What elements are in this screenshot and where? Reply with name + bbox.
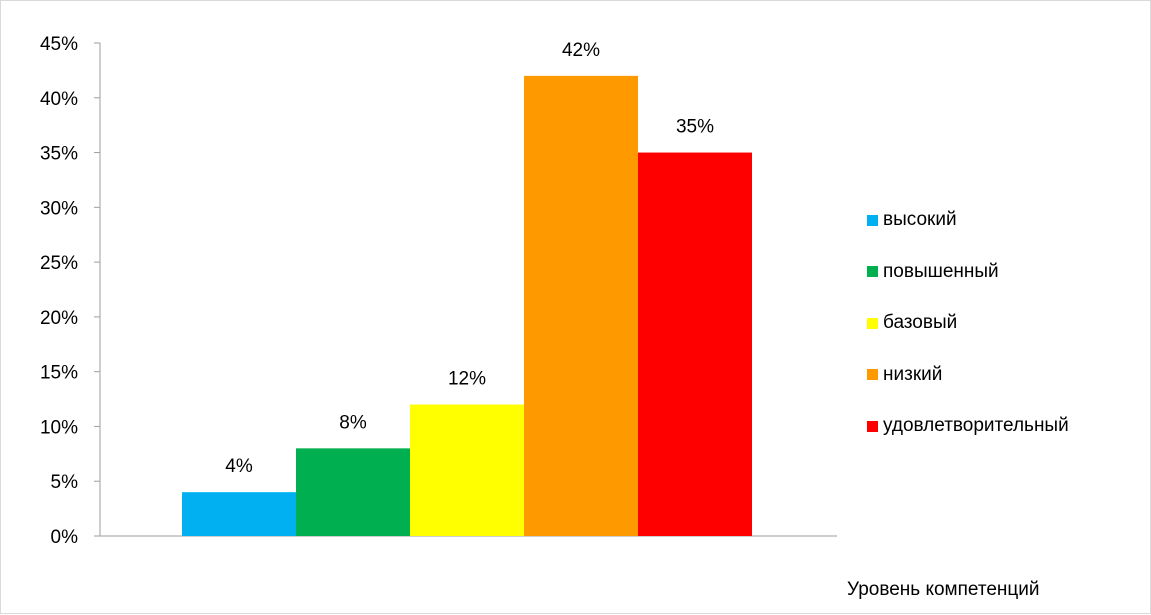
legend-item-0: высокий	[867, 207, 1069, 233]
bar-0	[182, 492, 296, 536]
legend-swatch	[867, 420, 878, 432]
y-tick-label: 30%	[40, 198, 78, 219]
legend-swatch	[867, 317, 878, 329]
bar-1	[296, 448, 410, 536]
y-tick-label: 15%	[40, 363, 78, 384]
y-tick-label: 0%	[51, 527, 79, 548]
bar-3	[524, 75, 638, 536]
data-label-3: 42%	[562, 40, 600, 61]
legend-label: базовый	[883, 312, 958, 333]
y-tick-label: 10%	[40, 417, 78, 438]
x-axis-title: Уровень компетенций	[847, 579, 1040, 600]
legend-item-3: низкий	[867, 362, 1069, 388]
data-label-4: 35%	[676, 117, 714, 138]
data-label-1: 8%	[339, 412, 367, 433]
bar-4	[638, 152, 752, 537]
y-tick-label: 45%	[40, 34, 78, 55]
legend-swatch	[867, 214, 878, 226]
legend-item-2: базовый	[867, 310, 1069, 336]
y-tick-label: 35%	[40, 144, 78, 165]
y-tick-label: 5%	[51, 472, 79, 493]
y-tick-label: 25%	[40, 253, 78, 274]
legend-label: повышенный	[883, 260, 999, 282]
data-label-0: 4%	[225, 456, 253, 477]
legend-item-1: повышенный	[867, 259, 1069, 285]
legend-swatch	[867, 266, 878, 277]
legend-label: высокий	[883, 209, 957, 230]
legend-label: удовлетворительный	[883, 415, 1069, 436]
data-label-2: 12%	[448, 369, 486, 390]
chart-legend: высокий повышенный базовый низкий удовлетвор…	[867, 207, 1069, 465]
legend-item-4: удовлетворительный	[867, 413, 1069, 439]
legend-label: низкий	[883, 363, 943, 385]
bar-2	[410, 404, 524, 536]
y-tick-label: 20%	[40, 308, 78, 329]
y-tick-label: 40%	[40, 89, 78, 110]
legend-swatch	[867, 369, 878, 380]
